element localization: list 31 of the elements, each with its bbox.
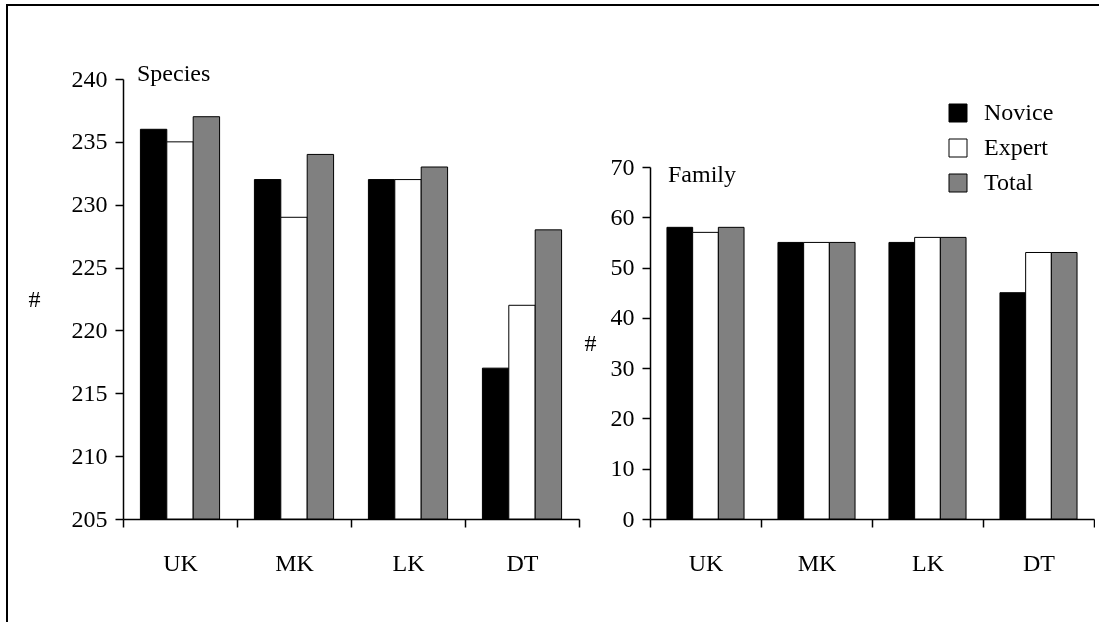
x-tick-label: DT [506,549,539,576]
x-tick-label: DT [1023,549,1056,576]
legend-label: Total [984,169,1034,195]
x-tick-label: UK [163,549,199,576]
y-tick-label: 205 [71,505,108,532]
y-tick-label: 240 [71,65,108,92]
x-tick-label: UK [688,549,724,576]
legend-label: Expert [984,134,1049,160]
y-tick-label: 220 [71,316,108,343]
y-axis-title: # [28,285,41,312]
y-tick-label: 40 [610,304,635,331]
y-tick-label: 230 [71,191,108,218]
chart-title: Species [137,60,211,86]
chart-title: Family [668,161,737,187]
x-tick-label: MK [275,549,315,576]
y-tick-label: 50 [610,254,635,281]
y-tick-label: 30 [610,354,635,381]
legend-label: Novice [984,99,1054,125]
y-axis-title: # [584,329,597,356]
y-tick-label: 70 [610,153,635,180]
y-tick-label: 60 [610,203,635,230]
x-tick-label: LK [912,549,945,576]
y-tick-label: 0 [622,505,635,532]
x-tick-label: MK [797,549,837,576]
y-tick-label: 225 [71,254,108,281]
y-tick-label: 20 [610,404,635,431]
y-tick-label: 210 [71,442,108,469]
y-tick-label: 235 [71,128,108,155]
y-tick-label: 10 [610,455,635,482]
y-tick-label: 215 [71,379,108,406]
x-tick-label: LK [392,549,426,576]
